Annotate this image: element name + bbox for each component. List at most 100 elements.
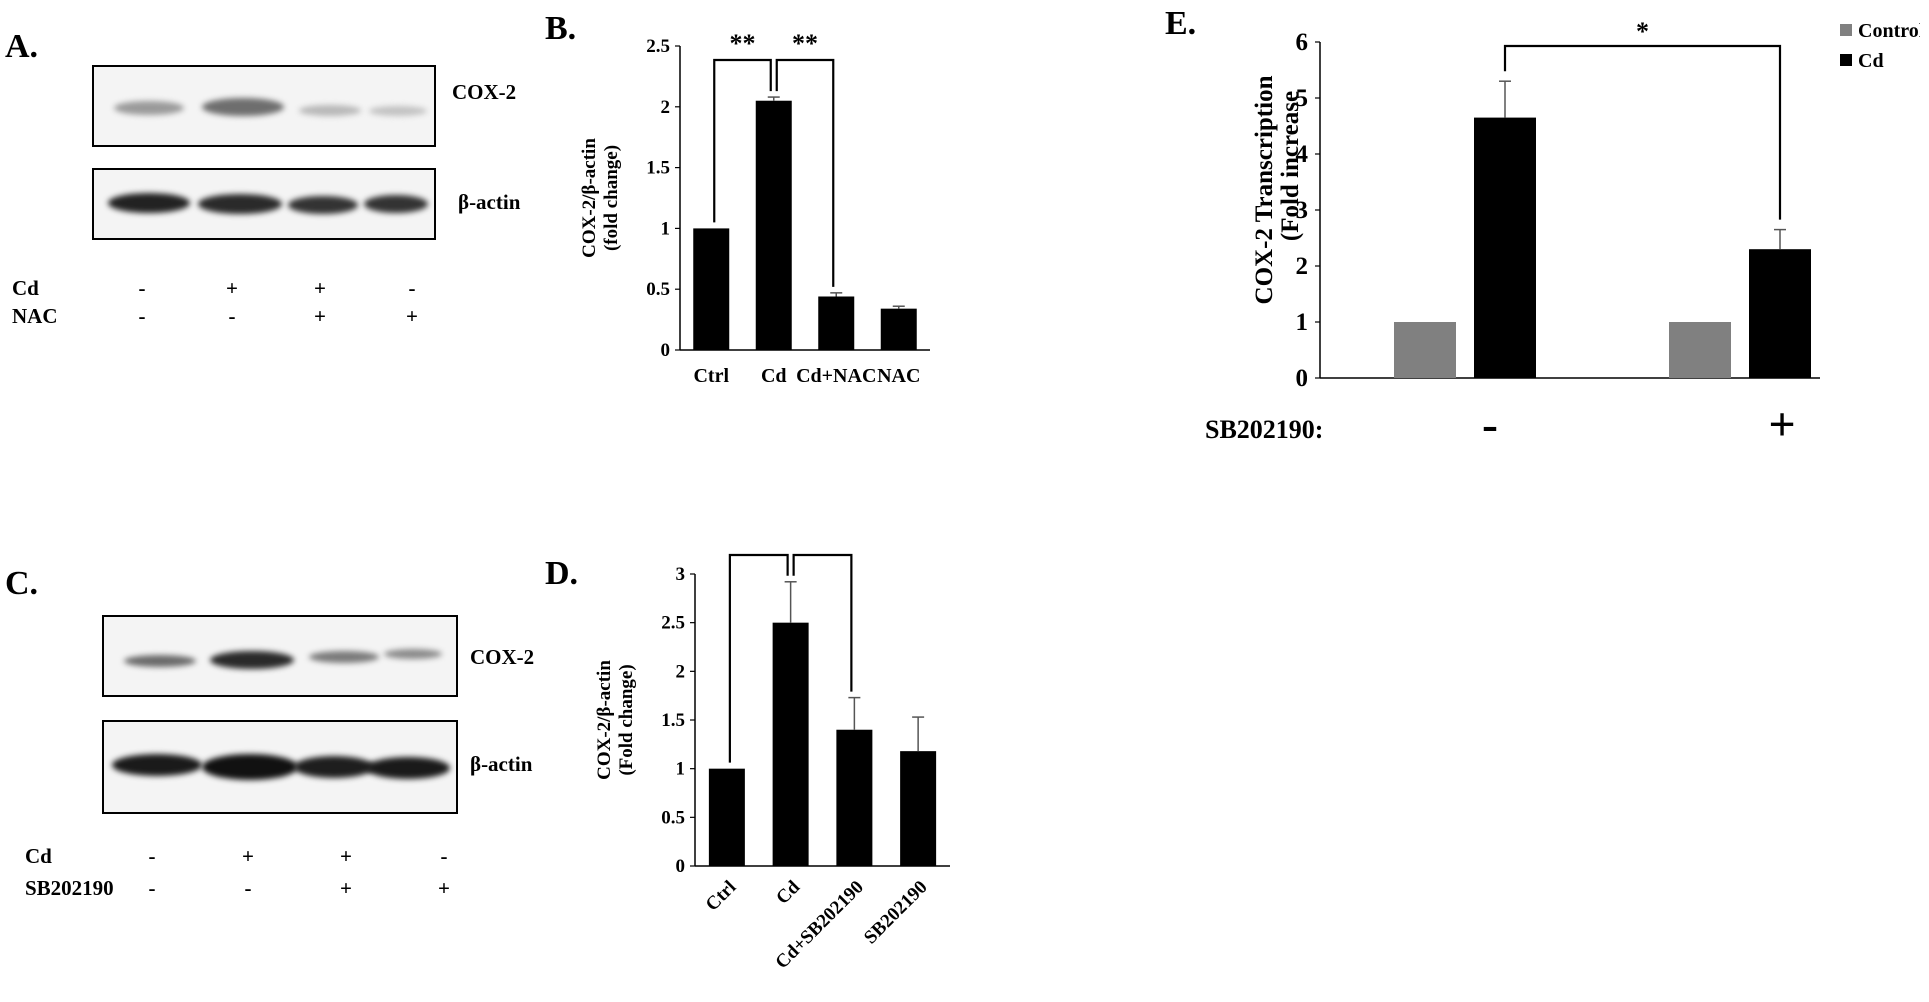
y-tick-label: 1.5 — [646, 158, 670, 179]
bar — [1474, 117, 1536, 378]
bar — [900, 751, 937, 866]
sign: - — [440, 844, 448, 868]
actin-blot-c — [102, 720, 458, 814]
condition-label-sb-c: SB202190 — [25, 876, 114, 900]
bar — [818, 296, 855, 350]
y-tick-label: 0 — [676, 856, 686, 877]
sign: - — [138, 304, 146, 328]
x-tick-label: Cd+NAC — [796, 365, 876, 387]
legend-swatch — [1840, 54, 1852, 66]
y-axis-title-line2: (Fold change) — [616, 664, 637, 775]
condition-label-cd-c: Cd — [25, 844, 52, 868]
panel-a-letter: A. — [5, 28, 39, 65]
blot-band — [369, 106, 427, 116]
sign: + — [226, 276, 238, 300]
y-axis-title-line2: (Fold increase — [1277, 91, 1304, 241]
bar — [1749, 249, 1811, 378]
blot-label-cox2-a: COX-2 — [452, 80, 517, 104]
sign: + — [438, 876, 450, 900]
blot-band — [366, 757, 450, 779]
blot-band — [288, 196, 358, 214]
y-tick-label: 1 — [676, 759, 686, 780]
sb202190-condition-label: SB202190: — [1205, 415, 1324, 444]
bar — [836, 729, 873, 866]
significance-bracket — [792, 553, 853, 692]
sign: + — [242, 844, 254, 868]
x-tick-label: Cd — [772, 876, 804, 908]
legend-label: Control — [1858, 20, 1920, 42]
x-tick-label: Ctrl — [693, 365, 729, 387]
y-tick-label: 2.5 — [646, 36, 670, 57]
significance-label: * — [1636, 17, 1649, 46]
chart-e: 0 1 2 3 4 5 6 * Control Cd COX-2 Transcription (Fol… — [1251, 17, 1920, 392]
y-tick-label: 0.5 — [646, 279, 670, 300]
blot-label-actin-a: β-actin — [458, 190, 521, 214]
y-tick-label: 2 — [676, 661, 686, 682]
blot-label-cox2-c: COX-2 — [470, 645, 535, 669]
y-tick-label: 5 — [1296, 85, 1309, 112]
sign: + — [340, 876, 352, 900]
sign: + — [340, 844, 352, 868]
blot-label-actin-c: β-actin — [470, 752, 533, 776]
y-tick-label: 3 — [1296, 197, 1309, 224]
x-tick-label: SB202190 — [860, 877, 932, 949]
y-tick-label: 2 — [661, 97, 671, 118]
blot-band — [210, 651, 294, 669]
blot-band — [202, 754, 298, 780]
blot-band — [299, 105, 361, 116]
condition-label-cd-a: Cd — [12, 276, 39, 300]
sign: - — [138, 276, 146, 300]
y-tick-label: 2.5 — [661, 613, 685, 634]
y-axis-title: COX-2 Transcription — [1251, 75, 1278, 304]
blot-band — [364, 195, 428, 213]
sign: - — [228, 304, 236, 328]
bar — [772, 622, 809, 866]
y-tick-label: 3 — [676, 564, 686, 585]
x-tick-label: Ctrl — [702, 877, 741, 916]
sb202190-minus-sign: - — [1482, 398, 1498, 451]
y-tick-label: 1 — [661, 218, 671, 239]
sign: - — [408, 276, 416, 300]
blot-band — [114, 101, 184, 115]
y-tick-label: 4 — [1296, 141, 1309, 168]
y-tick-label: 0 — [661, 340, 671, 361]
blot-band — [294, 756, 374, 778]
significance-bracket — [1503, 44, 1782, 220]
blot-band — [108, 193, 190, 213]
blot-band — [112, 754, 202, 776]
sign: + — [406, 304, 418, 328]
significance-bracket — [728, 553, 789, 763]
legend-label: Cd — [1858, 50, 1884, 72]
bar — [708, 768, 745, 866]
blot-band — [384, 649, 442, 659]
x-tick-label: NAC — [877, 365, 920, 387]
blot-band — [124, 655, 196, 667]
panel-b-letter: B. — [545, 10, 577, 47]
actin-blot-a — [92, 168, 436, 240]
sign: + — [314, 304, 326, 328]
y-tick-label: 1.5 — [661, 710, 685, 731]
significance-label: ** — [730, 29, 756, 58]
bar — [1669, 322, 1731, 378]
panel-e-letter: E. — [1165, 5, 1197, 42]
bar — [755, 100, 792, 350]
cox2-blot-c — [102, 615, 458, 697]
y-axis-title-line2: (fold change) — [601, 145, 622, 251]
bar — [693, 228, 730, 350]
y-tick-label: 0.5 — [661, 807, 685, 828]
blot-band — [198, 194, 282, 214]
significance-label: * — [752, 540, 765, 553]
blot-band — [309, 651, 379, 663]
blot-band — [202, 98, 284, 116]
y-axis-title: COX-2/β-actin — [594, 660, 615, 780]
y-tick-label: 1 — [1296, 309, 1309, 336]
sb202190-plus-sign: + — [1768, 398, 1796, 451]
significance-label: ** — [792, 29, 818, 58]
y-tick-label: 6 — [1296, 29, 1309, 56]
y-axis-title: COX-2/β-actin — [579, 138, 600, 258]
sign: - — [244, 876, 252, 900]
panel-c-letter: C. — [5, 565, 39, 602]
y-tick-label: 0 — [1296, 365, 1309, 392]
sign: - — [148, 876, 156, 900]
significance-bracket — [713, 58, 772, 223]
